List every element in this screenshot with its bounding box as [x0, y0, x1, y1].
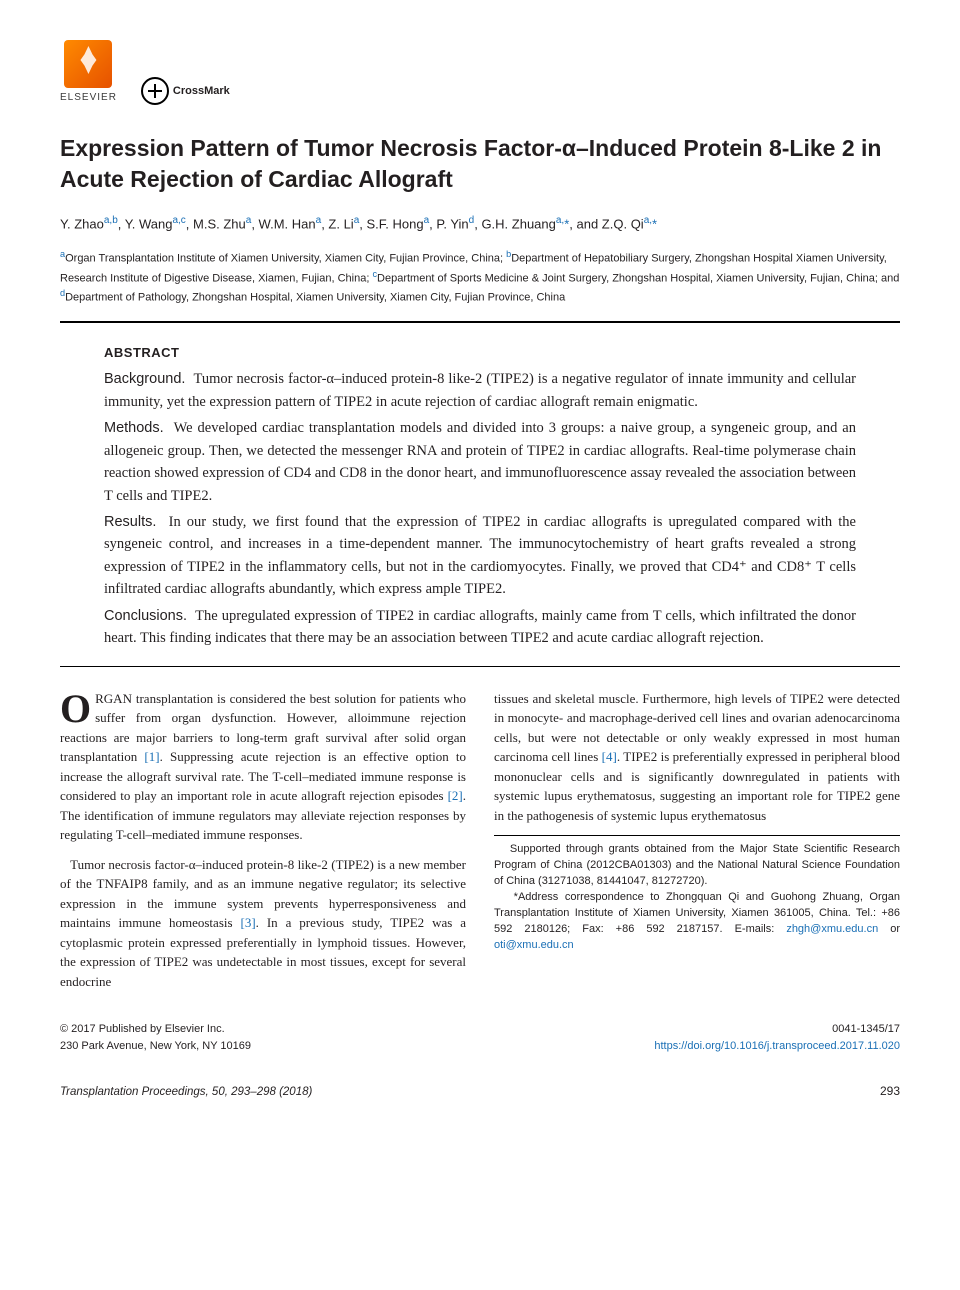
abstract-block: ABSTRACT Background. Tumor necrosis fact…	[60, 343, 900, 650]
body-paragraph-1: ORGAN transplantation is considered the …	[60, 689, 466, 845]
citation-1[interactable]: [1]	[144, 749, 159, 764]
abstract-results-text: In our study, we first found that the ex…	[104, 514, 856, 597]
publisher-address: 230 Park Avenue, New York, NY 10169	[60, 1038, 251, 1055]
journal-footer: Transplantation Proceedings, 50, 293–298…	[60, 1082, 900, 1101]
abstract-background-text: Tumor necrosis factor-α–induced protein-…	[104, 371, 856, 409]
crossmark-label: CrossMark	[173, 83, 230, 100]
author-list: Y. Zhaoa,b, Y. Wanga,c, M.S. Zhua, W.M. …	[60, 213, 900, 234]
copyright-line: © 2017 Published by Elsevier Inc.	[60, 1021, 251, 1038]
article-title: Expression Pattern of Tumor Necrosis Fac…	[60, 133, 900, 195]
abstract-methods-text: We developed cardiac transplantation mod…	[104, 420, 856, 503]
right-column: tissues and skeletal muscle. Furthermore…	[494, 689, 900, 1002]
footer-left: © 2017 Published by Elsevier Inc. 230 Pa…	[60, 1021, 251, 1054]
crossmark-icon	[141, 77, 169, 105]
correspondence-footnote: *Address correspondence to Zhongquan Qi …	[494, 890, 900, 954]
crossmark-badge[interactable]: CrossMark	[141, 77, 230, 105]
elsevier-logo: ELSEVIER	[60, 40, 117, 105]
doi-link[interactable]: https://doi.org/10.1016/j.transproceed.2…	[654, 1040, 900, 1052]
header-logos: ELSEVIER CrossMark	[60, 40, 900, 105]
left-column: ORGAN transplantation is considered the …	[60, 689, 466, 1002]
elsevier-label: ELSEVIER	[60, 90, 117, 105]
footer-block: © 2017 Published by Elsevier Inc. 230 Pa…	[60, 1021, 900, 1054]
abstract-background-label: Background.	[104, 371, 185, 387]
abstract-methods: Methods. We developed cardiac transplant…	[104, 417, 856, 507]
footer-right: 0041-1345/17 https://doi.org/10.1016/j.t…	[654, 1021, 900, 1054]
body-paragraph-2: Tumor necrosis factor-α–induced protein-…	[60, 855, 466, 992]
abstract-conclusions-label: Conclusions.	[104, 608, 187, 624]
affiliations: aOrgan Transplantation Institute of Xiam…	[60, 248, 900, 307]
footnote-rule	[494, 835, 900, 836]
section-rule	[60, 321, 900, 323]
elsevier-tree-icon	[64, 40, 112, 88]
abstract-conclusions: Conclusions. The upregulated expression …	[104, 605, 856, 650]
journal-citation: Transplantation Proceedings, 50, 293–298…	[60, 1084, 312, 1101]
body-paragraph-3: tissues and skeletal muscle. Furthermore…	[494, 689, 900, 826]
abstract-conclusions-text: The upregulated expression of TIPE2 in c…	[104, 608, 856, 646]
citation-4[interactable]: [4]	[602, 749, 617, 764]
citation-3[interactable]: [3]	[240, 915, 255, 930]
abstract-end-rule	[60, 666, 900, 667]
abstract-methods-label: Methods.	[104, 420, 164, 436]
email-link-2[interactable]: oti@xmu.edu.cn	[494, 939, 574, 951]
page-number: 293	[880, 1082, 900, 1100]
abstract-background: Background. Tumor necrosis factor-α–indu…	[104, 368, 856, 413]
funding-footnote: Supported through grants obtained from t…	[494, 842, 900, 890]
citation-2[interactable]: [2]	[448, 788, 463, 803]
email-link-1[interactable]: zhgh@xmu.edu.cn	[786, 923, 878, 935]
abstract-results-label: Results.	[104, 514, 156, 530]
issn-line: 0041-1345/17	[654, 1021, 900, 1038]
body-columns: ORGAN transplantation is considered the …	[60, 689, 900, 1002]
abstract-results: Results. In our study, we first found th…	[104, 511, 856, 601]
abstract-heading: ABSTRACT	[104, 343, 856, 363]
